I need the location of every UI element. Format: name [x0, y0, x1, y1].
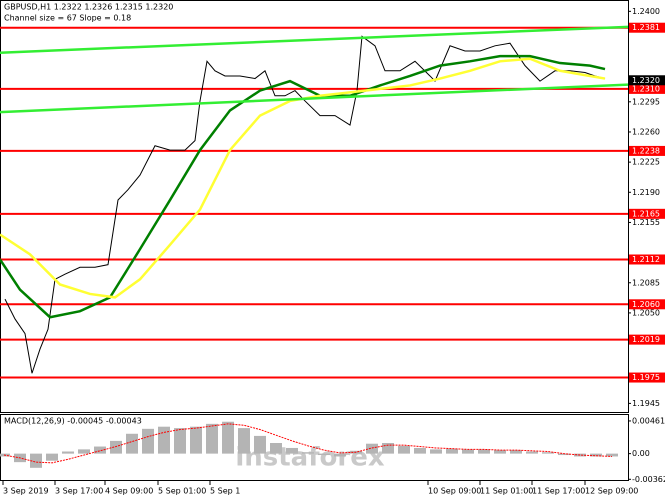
macd-bar [542, 452, 554, 454]
macd-bar [222, 421, 234, 454]
macd-bar [46, 453, 58, 461]
price-line [0, 83, 629, 114]
macd-bar [158, 426, 170, 454]
level-label: 1.2238 [632, 146, 660, 155]
macd-bar [110, 440, 122, 454]
x-tick-label: 5 Sep 01:00 [158, 487, 206, 496]
x-tick-label: 10 Sep 09:00 [428, 487, 481, 496]
chart-title: GBPUSD,H1 1.2322 1.2326 1.2315 1.2320 [4, 3, 173, 12]
x-tick-label: 3 Sep 17:00 [55, 487, 103, 496]
macd-bar [254, 435, 266, 454]
x-tick-label: 11 Sep 17:00 [532, 487, 585, 496]
macd-bar [78, 449, 90, 454]
macd-bar [174, 428, 186, 454]
macd-bar [270, 442, 282, 454]
x-tick-label: 11 Sep 01:00 [480, 487, 533, 496]
level-label: 1.2060 [632, 300, 660, 309]
x-tick-label: 12 Sep 09:00 [585, 487, 638, 496]
y-tick-label: 1.2400 [632, 7, 660, 16]
macd-bar [142, 428, 154, 454]
macd-bar [30, 453, 42, 468]
x-tick-label: 3 Sep 2019 [3, 487, 49, 496]
macd-bar [190, 426, 202, 454]
y-tick-label: 1.2155 [632, 218, 660, 227]
level-box [629, 145, 665, 156]
level-label: 1.2112 [632, 255, 660, 264]
last-price-label: 1.2320 [632, 76, 660, 85]
macd-bar [94, 446, 106, 454]
x-tick-label: 5 Sep 1 [210, 487, 240, 496]
level-box [629, 372, 665, 383]
level-box [629, 83, 665, 94]
last-price-box [629, 75, 665, 86]
price-line [4, 35, 606, 374]
level-box [629, 334, 665, 345]
macd-bar [462, 449, 474, 454]
level-box [629, 299, 665, 310]
macd-bar [382, 442, 394, 454]
level-label: 1.2310 [632, 84, 660, 93]
macd-bar [430, 449, 442, 454]
macd-bar [206, 423, 218, 454]
price-line [0, 54, 606, 319]
level-box [629, 254, 665, 265]
macd-bar [366, 443, 378, 454]
price-line [0, 25, 629, 54]
level-label: 1.2165 [632, 209, 660, 218]
macd-bar [302, 452, 314, 454]
macd-bar [606, 453, 618, 457]
y-tick-label: 0.00 [632, 449, 650, 458]
level-label: 1.2019 [632, 335, 660, 344]
y-tick-label: 1.2050 [632, 308, 660, 317]
macd-bar [446, 448, 458, 454]
macd-bar [558, 453, 570, 456]
macd-bar [286, 447, 298, 454]
signal-line [3, 423, 613, 464]
macd-bar [510, 450, 522, 454]
macd-bar [478, 449, 490, 454]
y-tick-label: 1.2190 [632, 188, 660, 197]
macd-bar [494, 450, 506, 454]
y-tick-label: 1.2225 [632, 158, 660, 167]
y-tick-label: 1.2085 [632, 278, 660, 287]
level-label: 1.2381 [632, 23, 660, 32]
main-pane [0, 0, 629, 413]
macd-bar [526, 451, 538, 454]
level-label: 1.1975 [632, 373, 660, 382]
level-box [629, 22, 665, 33]
macd-bar [318, 453, 330, 456]
macd-title: MACD(12,26,9) -0.00045 -0.00043 [4, 417, 142, 426]
y-tick-label: 0.00461 [632, 416, 665, 425]
y-tick-label: -0.00362 [632, 475, 665, 484]
macd-bar [398, 445, 410, 454]
macd-bar [590, 453, 602, 457]
level-box [629, 208, 665, 219]
y-tick-label: 1.2260 [632, 127, 660, 136]
macd-bar [62, 451, 74, 454]
macd-bar [238, 428, 250, 454]
chart-subtitle: Channel size = 67 Slope = 0.18 [4, 14, 131, 23]
macd-bar [126, 433, 138, 454]
macd-bar [334, 453, 346, 457]
y-tick-label: 1.2295 [632, 97, 660, 106]
y-tick-label: 1.1945 [632, 399, 660, 408]
x-tick-label: 4 Sep 09:00 [105, 487, 153, 496]
macd-bar [414, 447, 426, 454]
